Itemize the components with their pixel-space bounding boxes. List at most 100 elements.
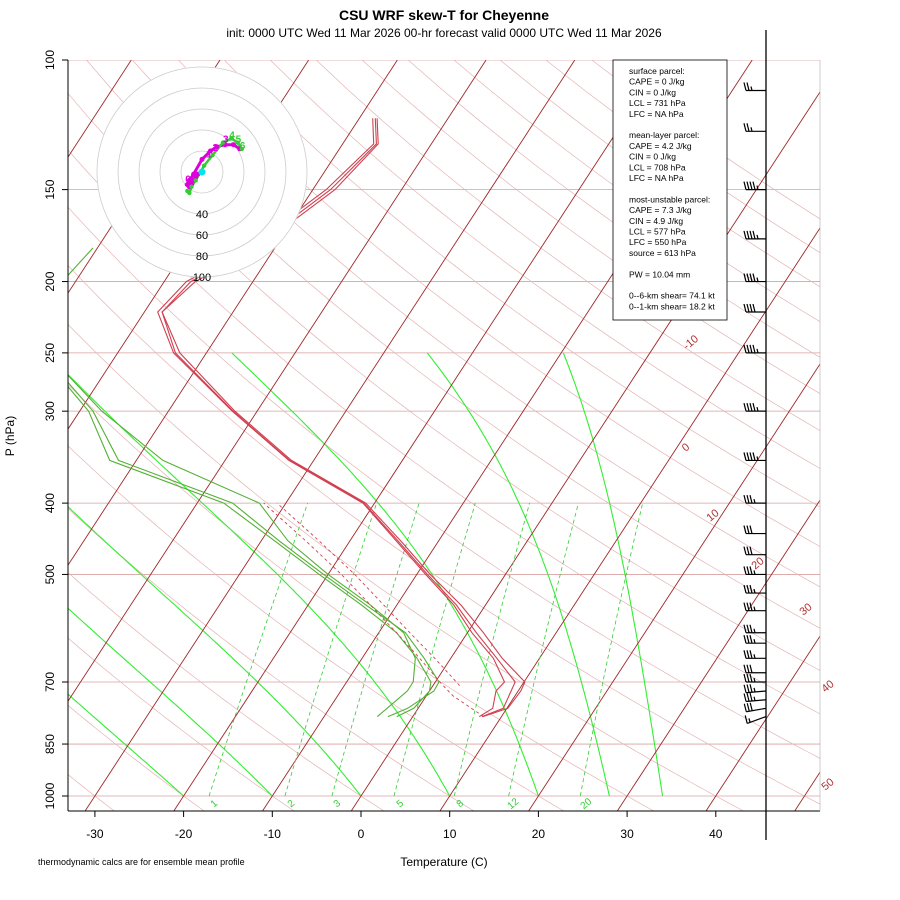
wind-barb bbox=[743, 624, 766, 634]
isotherm-label: 30 bbox=[798, 601, 815, 618]
isotherm-line bbox=[794, 771, 820, 811]
info-line: LCL = 708 hPa bbox=[629, 162, 686, 172]
wind-barb-half-feather bbox=[753, 677, 756, 683]
hodograph-low-point bbox=[231, 142, 236, 148]
wind-barb-feather bbox=[749, 692, 753, 702]
wind-barb bbox=[743, 635, 766, 644]
y-tick-label: 850 bbox=[43, 734, 57, 754]
wind-barb-half-feather bbox=[753, 570, 756, 575]
wind-barb-feather bbox=[743, 230, 747, 240]
dewpoint-line bbox=[68, 247, 416, 718]
wind-barb-feather bbox=[746, 181, 750, 190]
wind-barb-feather bbox=[743, 546, 747, 555]
parcel-line bbox=[263, 502, 484, 717]
wind-barb-feather bbox=[749, 452, 753, 461]
y-tick-label: 150 bbox=[43, 179, 57, 199]
wind-barb-feather bbox=[743, 525, 747, 534]
wind-barb-feather bbox=[743, 452, 747, 461]
hodograph-label: 4 bbox=[229, 130, 235, 141]
isotherm-faint bbox=[705, 635, 820, 811]
hodograph-ring-label: 100 bbox=[193, 272, 211, 284]
info-line: CAPE = 4.2 J/kg bbox=[629, 141, 692, 151]
dry-adiabat bbox=[315, 60, 820, 432]
wind-barb-feather bbox=[744, 715, 748, 724]
hodograph-low-point bbox=[199, 156, 205, 162]
wind-barb-feather bbox=[746, 344, 750, 354]
background-lines bbox=[68, 60, 820, 811]
wind-barb-feather bbox=[749, 664, 753, 673]
isotherm-faint bbox=[794, 771, 820, 811]
wind-barb-feather bbox=[746, 703, 750, 712]
wind-barb-feather bbox=[746, 525, 750, 534]
info-line: surface parcel: bbox=[629, 66, 685, 76]
hodograph-label: 3 bbox=[223, 135, 229, 146]
hodograph-ring bbox=[117, 87, 287, 257]
y-axis-label: P (hPa) bbox=[3, 416, 17, 456]
wind-barb-feather bbox=[749, 624, 753, 633]
info-line: CIN = 0 J/kg bbox=[629, 152, 676, 162]
wind-barb-feather bbox=[743, 703, 747, 712]
isotherm-label: 40 bbox=[820, 678, 837, 695]
dry-adiabat bbox=[68, 206, 820, 759]
hodograph-high-point bbox=[210, 153, 215, 158]
dry-adiabat bbox=[132, 60, 820, 588]
hodograph-ring-label: 60 bbox=[196, 230, 208, 242]
mixing-ratio-label: 20 bbox=[579, 796, 595, 812]
wind-barb bbox=[743, 123, 766, 132]
wind-barb-feather bbox=[749, 584, 753, 594]
wind-barb bbox=[743, 525, 766, 535]
wind-barb-feather bbox=[743, 273, 747, 282]
wind-barb-feather bbox=[746, 230, 750, 240]
wind-barb-half-feather bbox=[753, 606, 756, 611]
wind-barb-shaft bbox=[746, 690, 767, 694]
wind-barb bbox=[743, 692, 767, 703]
dry-adiabat bbox=[68, 92, 820, 671]
wind-barb bbox=[743, 650, 766, 659]
wind-barb-feather bbox=[746, 303, 750, 313]
wind-barb-feather bbox=[743, 635, 747, 644]
hodograph-high-trace bbox=[186, 136, 243, 196]
wind-barb-feather bbox=[746, 602, 750, 611]
hodograph-label: 5 bbox=[236, 135, 242, 146]
isotherm-line bbox=[84, 60, 576, 811]
parcel-line bbox=[276, 502, 460, 686]
wind-barb-feather bbox=[746, 82, 750, 91]
dry-adiabat bbox=[224, 60, 820, 508]
wind-barb-half-feather bbox=[750, 86, 753, 91]
wind-barb-feather bbox=[743, 123, 747, 132]
wind-barb-feather bbox=[746, 494, 750, 504]
wind-barb-feather bbox=[743, 181, 747, 190]
wind-barb-half-feather bbox=[756, 348, 759, 354]
wind-barb-feather bbox=[746, 584, 750, 594]
info-line: mean-layer parcel: bbox=[629, 130, 699, 140]
info-line: CIN = 0 J/kg bbox=[629, 87, 676, 97]
x-tick-label: 40 bbox=[709, 827, 723, 841]
hodograph-low-point bbox=[184, 182, 190, 188]
mixing-ratio-label: 2 bbox=[286, 798, 298, 810]
isotherm-line bbox=[350, 91, 820, 811]
mixing-ratio-label: 5 bbox=[395, 798, 407, 810]
hodograph-ring-label: 80 bbox=[196, 251, 208, 263]
wind-barb-half-feather bbox=[756, 456, 759, 461]
isotherm-line bbox=[616, 499, 820, 811]
dry-adiabat bbox=[68, 445, 565, 811]
wind-barb-feather bbox=[749, 673, 753, 683]
wind-barb-shaft bbox=[746, 699, 767, 703]
moist-adiabat bbox=[68, 693, 184, 797]
wind-barb-feather bbox=[746, 624, 750, 633]
hodograph-high-point bbox=[189, 184, 194, 189]
wind-barb-half-feather bbox=[753, 498, 756, 504]
moist-adiabat bbox=[68, 373, 451, 797]
wind-barb-feather bbox=[746, 546, 750, 555]
wind-barb bbox=[744, 715, 767, 724]
hodograph-high-point bbox=[220, 140, 226, 145]
dry-adiabat bbox=[361, 60, 820, 394]
wind-barb-feather bbox=[749, 181, 753, 190]
plot-axes bbox=[62, 59, 821, 817]
wind-barb-feather bbox=[743, 303, 747, 313]
wind-barb bbox=[743, 230, 766, 240]
info-line: LFC = NA hPa bbox=[629, 109, 684, 119]
